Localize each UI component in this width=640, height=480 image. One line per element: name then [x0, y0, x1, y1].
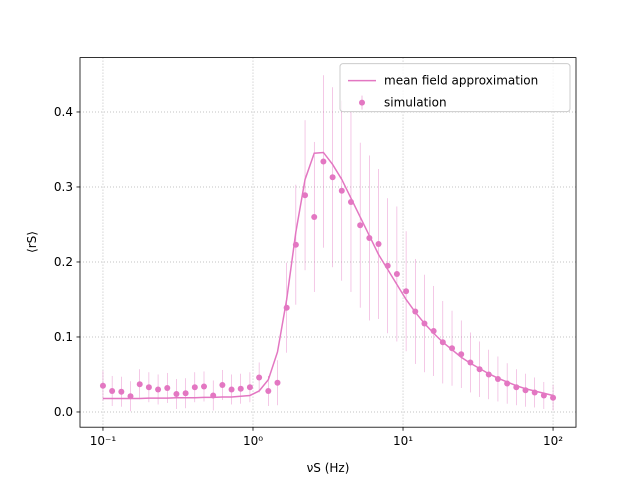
y-tick-label: 0.1 [54, 330, 73, 344]
legend-box [339, 63, 571, 113]
data-point [439, 339, 446, 346]
data-point [99, 382, 106, 389]
legend-label: mean field approximation [384, 74, 538, 88]
data-point [366, 234, 373, 241]
data-point [164, 384, 171, 391]
x-tick-label: 10² [543, 434, 563, 448]
y-tick-label: 0.0 [54, 405, 73, 419]
data-point [274, 379, 281, 386]
data-point [237, 385, 244, 392]
data-point [494, 375, 501, 382]
data-point [210, 392, 217, 399]
axes-frame [79, 57, 577, 428]
data-point [320, 158, 327, 165]
x-tick-label: 10⁻¹ [90, 434, 117, 448]
data-point [467, 359, 474, 366]
x-axis-label: νS (Hz) [307, 461, 350, 475]
data-point [458, 351, 465, 358]
data-point [136, 381, 143, 388]
data-point [403, 288, 410, 295]
data-point [256, 374, 263, 381]
data-point [246, 384, 253, 391]
data-point [430, 327, 437, 334]
data-point [504, 380, 511, 387]
data-point [522, 387, 529, 394]
data-point [550, 394, 557, 401]
data-point [384, 262, 391, 269]
data-point [127, 393, 134, 400]
data-point [412, 308, 419, 315]
data-point [219, 381, 226, 388]
data-point [421, 320, 428, 327]
data-point [485, 371, 492, 378]
data-point [201, 383, 208, 390]
data-point [357, 222, 364, 229]
legend: mean field approximation simulation [339, 63, 571, 113]
data-point [228, 386, 235, 393]
data-point [449, 345, 456, 352]
y-tick-label: 0.2 [54, 255, 73, 269]
data-point [292, 241, 299, 248]
data-point [173, 390, 180, 397]
y-tick-label: 0.3 [54, 180, 73, 194]
y-tick-label: 0.4 [54, 105, 73, 119]
data-point [329, 174, 336, 181]
data-point [109, 387, 116, 394]
data-point [476, 366, 483, 373]
data-point [311, 213, 318, 220]
data-point [393, 270, 400, 277]
data-point [191, 384, 198, 391]
data-point [531, 389, 538, 396]
x-tick-label: 10⁰ [243, 434, 263, 448]
data-point [283, 304, 290, 311]
data-point [182, 390, 189, 397]
data-point [540, 392, 547, 399]
x-tick-label: 10¹ [393, 434, 413, 448]
data-point [375, 240, 382, 247]
data-point [302, 192, 309, 199]
data-point [338, 187, 345, 194]
data-point [118, 388, 125, 395]
data-point [347, 198, 354, 205]
legend-label: simulation [384, 96, 447, 110]
data-point [145, 384, 152, 391]
data-point [513, 384, 520, 391]
data-point [265, 387, 272, 394]
legend-swatch [359, 99, 365, 106]
y-axis-label: ⟨rS⟩ [25, 231, 39, 253]
data-point [155, 386, 162, 393]
